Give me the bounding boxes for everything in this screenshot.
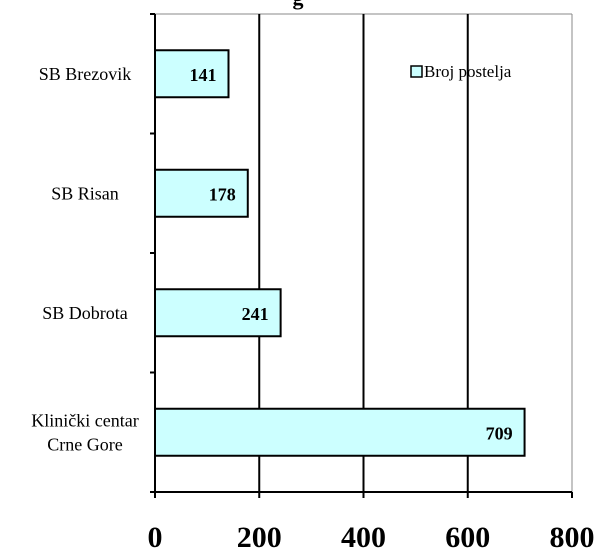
chart-title-fragment: g	[293, 0, 304, 10]
x-tick-label: 400	[341, 521, 386, 554]
data-label: 141	[189, 65, 216, 85]
x-tick-label: 0	[148, 521, 163, 554]
legend-label: Broj postelja	[424, 62, 512, 81]
x-tick-label: 600	[445, 521, 490, 554]
bar	[154, 49, 230, 99]
legend-swatch	[410, 65, 423, 78]
category-label: Klinički centar Crne Gore	[31, 410, 138, 454]
category-label-line: SB Risan	[51, 183, 119, 203]
labels: 0 200 400 600 800 141 SB Brezovik 178 SB Risan 24…	[31, 64, 594, 554]
bar	[154, 288, 282, 338]
axis	[150, 13, 573, 498]
data-label: 178	[209, 184, 236, 204]
category-label: SB Risan	[51, 183, 119, 203]
x-tick-label: 200	[237, 521, 282, 554]
category-label: SB Dobrota	[42, 303, 128, 323]
legend: Broj postelja	[410, 62, 512, 81]
category-label-line: Klinički centar	[31, 410, 138, 430]
category-label-line: SB Brezovik	[39, 64, 132, 84]
bar	[154, 407, 526, 457]
data-label: 241	[242, 304, 269, 324]
bars	[154, 49, 526, 457]
category-label-line: Crne Gore	[47, 434, 122, 454]
data-label: 709	[486, 423, 513, 443]
category-label: SB Brezovik	[39, 64, 132, 84]
category-label-line: SB Dobrota	[42, 303, 128, 323]
x-tick-label: 800	[550, 521, 595, 554]
